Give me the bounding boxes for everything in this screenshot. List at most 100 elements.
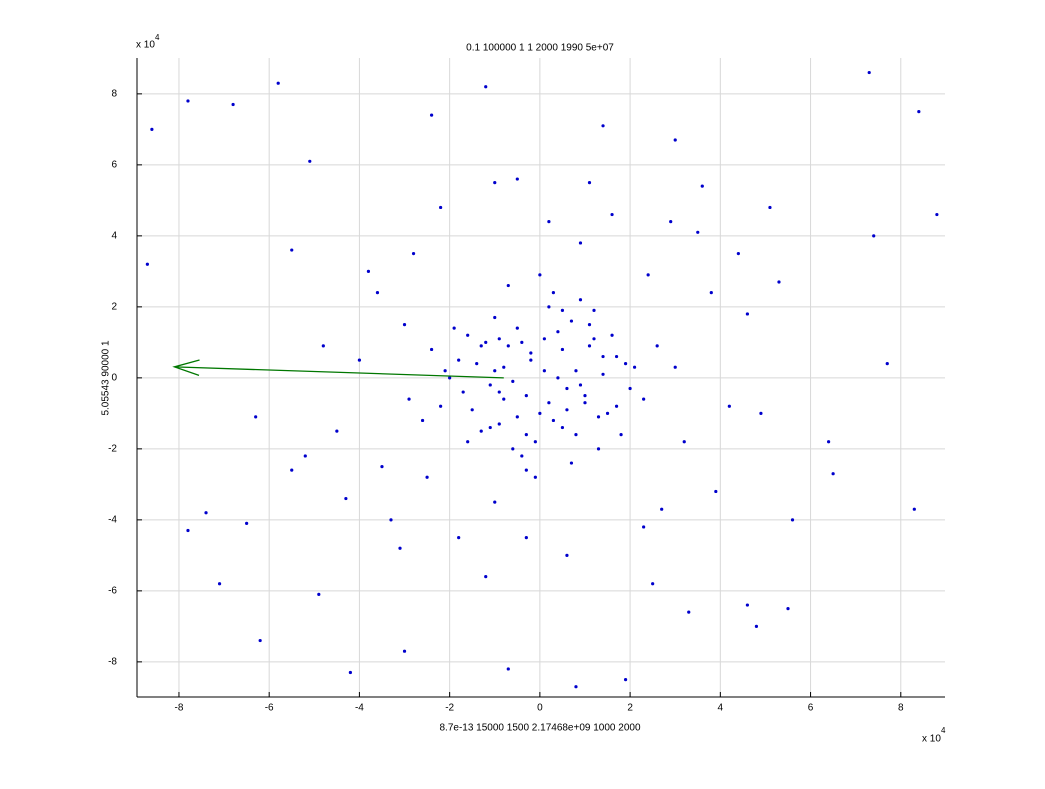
point (506, 344, 510, 348)
point (565, 408, 569, 412)
y-multiplier: x 10 (136, 40, 155, 51)
point (484, 85, 488, 89)
point (601, 372, 605, 376)
point (439, 205, 443, 210)
point (317, 592, 321, 597)
point (303, 454, 307, 458)
point (389, 518, 393, 522)
point (366, 269, 371, 273)
point (574, 369, 578, 373)
point (484, 575, 488, 579)
point (542, 337, 546, 341)
point (872, 234, 876, 238)
point (466, 440, 470, 444)
point (407, 397, 411, 401)
point (493, 500, 497, 504)
point (547, 305, 551, 309)
point (475, 362, 479, 366)
point (619, 433, 623, 437)
point (529, 358, 533, 362)
point (497, 422, 501, 426)
y-tick-label: -6 (108, 585, 117, 596)
point (524, 433, 528, 437)
point (402, 323, 407, 327)
point (429, 113, 434, 117)
point (515, 326, 519, 330)
point (578, 383, 583, 387)
point (614, 404, 619, 408)
point (511, 447, 515, 451)
y-axis-label: 5.05543 90000 1 (101, 340, 112, 416)
point (524, 394, 528, 398)
point (466, 333, 470, 337)
y-tick-label: -8 (108, 656, 117, 667)
point (479, 429, 483, 433)
point (709, 291, 713, 295)
point (245, 521, 249, 526)
point (569, 319, 574, 323)
point (917, 110, 921, 114)
y-tick-label: -2 (108, 443, 117, 454)
point (601, 354, 605, 359)
point (660, 507, 664, 511)
point (727, 404, 731, 408)
point (484, 340, 488, 344)
point (623, 678, 628, 682)
point (511, 379, 515, 384)
point (912, 507, 916, 511)
point (655, 344, 659, 348)
point (493, 315, 497, 320)
x-multiplier-exponent: 4 (941, 726, 946, 735)
point (605, 411, 610, 415)
x-tick-label: -8 (175, 703, 184, 714)
point (623, 362, 628, 366)
point (493, 181, 497, 185)
x-tick-label: 8 (898, 703, 904, 714)
point (610, 212, 614, 217)
point (786, 607, 790, 611)
point (308, 159, 312, 163)
point (790, 518, 795, 522)
point (254, 415, 258, 419)
point (651, 582, 655, 586)
point (515, 177, 519, 181)
point (506, 667, 510, 671)
point (596, 415, 601, 419)
point (633, 365, 637, 369)
point (714, 489, 718, 494)
point (560, 347, 565, 352)
point (357, 358, 362, 362)
point (560, 308, 565, 313)
point (502, 365, 506, 369)
point (321, 344, 325, 348)
arrow-head (172, 359, 200, 376)
arrow (174, 366, 504, 379)
point (745, 603, 749, 607)
point (290, 468, 294, 472)
point (578, 241, 583, 245)
point (497, 390, 501, 394)
x-multiplier: x 10 (922, 734, 941, 745)
point (642, 525, 646, 529)
point (547, 401, 551, 405)
point (628, 386, 632, 391)
point (547, 220, 551, 224)
y-tick-label: 2 (111, 301, 117, 312)
point (493, 369, 497, 373)
x-axis-label: 8.7e-13 15000 1500 2.17468e+09 1000 2000 (439, 723, 640, 734)
point (457, 536, 461, 540)
point (601, 124, 605, 128)
point (429, 347, 434, 352)
point (745, 312, 749, 316)
y-tick-label: 8 (111, 88, 117, 99)
point (831, 472, 835, 476)
point (145, 262, 149, 266)
point (488, 425, 492, 430)
point (380, 465, 384, 469)
point (150, 127, 154, 131)
point (885, 362, 889, 366)
point (439, 404, 443, 408)
point (411, 252, 416, 256)
point (520, 454, 524, 458)
y-tick-label: -4 (108, 514, 117, 525)
